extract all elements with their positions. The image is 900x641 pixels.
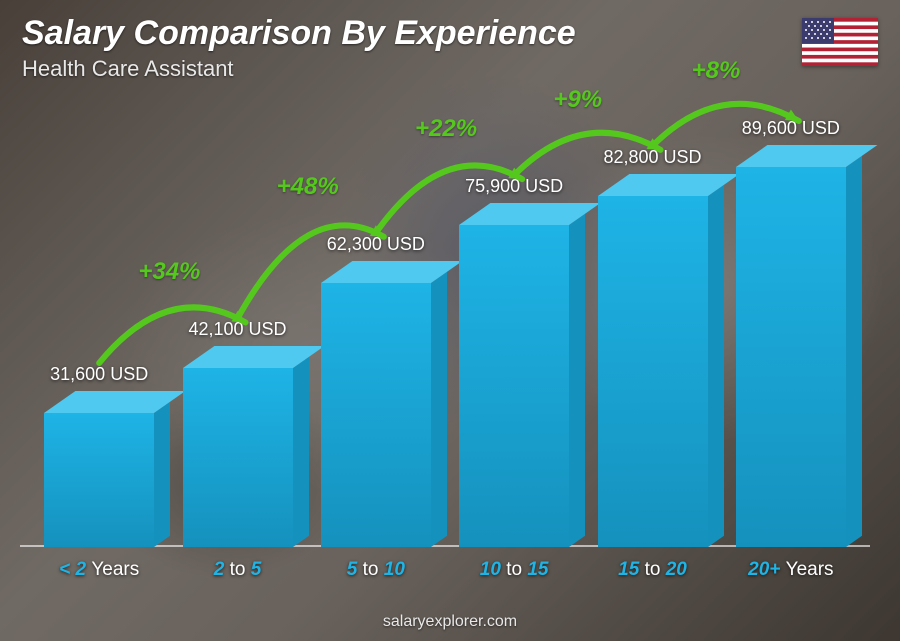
bar (183, 368, 293, 547)
bar-category-label: 5 to 10 (306, 559, 446, 581)
bar-value-label: 82,800 USD (583, 147, 723, 168)
growth-label: +48% (277, 173, 339, 201)
bar (44, 413, 154, 547)
bar-value-label: 75,900 USD (444, 176, 584, 197)
bar (459, 225, 569, 547)
bar-category-label: < 2 Years (29, 559, 169, 581)
growth-label: +34% (138, 258, 200, 286)
infographic-stage: Salary Comparison By Experience Health C… (0, 0, 900, 641)
bar-value-label: 31,600 USD (29, 364, 169, 385)
flag-icon (802, 18, 878, 66)
bar (321, 283, 431, 547)
bar-value-label: 42,100 USD (168, 319, 308, 340)
bar-chart: 31,600 USD < 2 Years 42,100 USD 2 to 5 62,30… (30, 100, 860, 581)
chart-title: Salary Comparison By Experience (22, 14, 576, 53)
bar (598, 196, 708, 547)
bar (736, 167, 846, 547)
growth-label: +8% (692, 57, 741, 85)
bar-value-label: 89,600 USD (721, 118, 861, 139)
bar-category-label: 10 to 15 (444, 559, 584, 581)
bar-category-label: 2 to 5 (168, 559, 308, 581)
footer-credit: salaryexplorer.com (0, 613, 900, 631)
bar-category-label: 15 to 20 (583, 559, 723, 581)
growth-label: +9% (553, 86, 602, 114)
bar-value-label: 62,300 USD (306, 234, 446, 255)
growth-label: +22% (415, 115, 477, 143)
bar-category-label: 20+ Years (721, 559, 861, 581)
chart-subtitle: Health Care Assistant (22, 56, 234, 82)
